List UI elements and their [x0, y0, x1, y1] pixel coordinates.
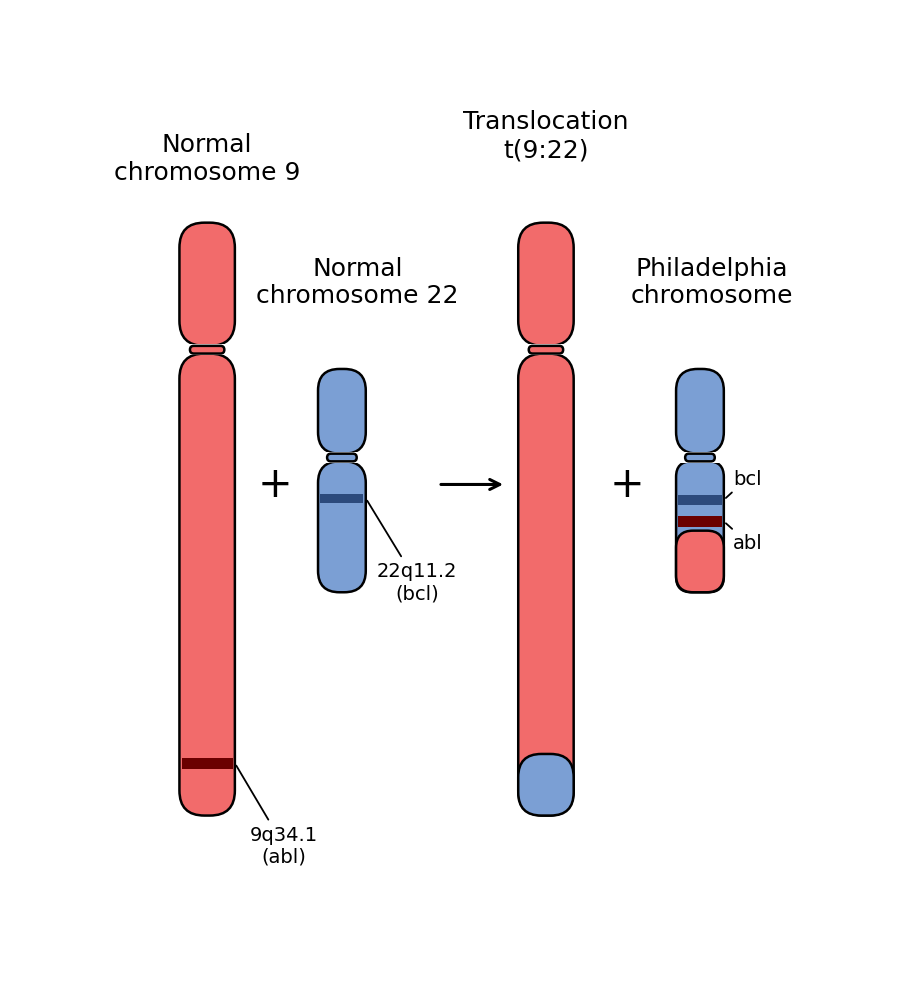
FancyBboxPatch shape: [676, 369, 724, 454]
FancyBboxPatch shape: [318, 369, 365, 454]
FancyBboxPatch shape: [529, 346, 563, 354]
Bar: [674, 452, 725, 463]
FancyBboxPatch shape: [179, 354, 235, 815]
Bar: [517, 345, 575, 356]
Bar: [679, 517, 722, 528]
FancyBboxPatch shape: [518, 354, 573, 815]
Text: Philadelphia
chromosome: Philadelphia chromosome: [630, 257, 793, 308]
FancyBboxPatch shape: [676, 532, 724, 593]
Text: 22q11.2
(bcl): 22q11.2 (bcl): [367, 502, 457, 603]
Text: Normal
chromosome 22: Normal chromosome 22: [256, 257, 459, 308]
Bar: [320, 494, 364, 504]
Text: 9q34.1
(abl): 9q34.1 (abl): [237, 766, 318, 866]
FancyBboxPatch shape: [676, 462, 724, 593]
Text: abl: abl: [726, 524, 763, 553]
Text: Translocation
t(9:22): Translocation t(9:22): [464, 110, 629, 161]
Text: +: +: [609, 464, 644, 506]
FancyBboxPatch shape: [518, 754, 573, 815]
Text: Normal
chromosome 9: Normal chromosome 9: [114, 133, 301, 185]
FancyBboxPatch shape: [179, 224, 235, 346]
FancyBboxPatch shape: [318, 462, 365, 593]
Text: +: +: [257, 464, 292, 506]
FancyBboxPatch shape: [685, 454, 715, 462]
FancyBboxPatch shape: [518, 224, 573, 346]
Bar: [182, 758, 232, 769]
Bar: [679, 495, 722, 506]
Bar: [178, 345, 237, 356]
Bar: [317, 452, 367, 463]
FancyBboxPatch shape: [190, 346, 224, 354]
FancyBboxPatch shape: [327, 454, 356, 462]
Text: bcl: bcl: [726, 469, 761, 498]
